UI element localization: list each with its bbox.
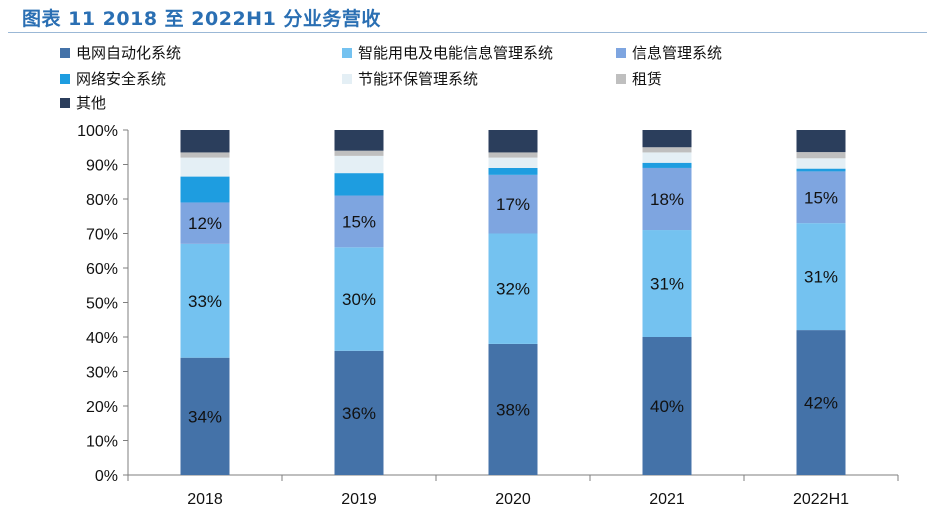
bar-segment bbox=[642, 337, 692, 475]
legend-swatch-5 bbox=[616, 74, 626, 84]
data-label: 31% bbox=[650, 275, 684, 294]
data-label: 15% bbox=[804, 188, 838, 207]
y-tick-label: 80% bbox=[86, 192, 118, 209]
bar-segment bbox=[796, 171, 846, 224]
bar-segment bbox=[180, 243, 230, 358]
y-tick-label: 0% bbox=[95, 468, 118, 485]
y-tick-label: 90% bbox=[86, 158, 118, 175]
bar-segment bbox=[642, 167, 692, 231]
legend-label-2: 信息管理系统 bbox=[632, 44, 722, 62]
bar-segment bbox=[642, 130, 692, 148]
bar-segment bbox=[796, 152, 846, 159]
bar-segment bbox=[796, 168, 846, 172]
legend-label-5: 租赁 bbox=[632, 70, 662, 88]
bar-segment bbox=[180, 357, 230, 475]
y-tick-label: 40% bbox=[86, 330, 118, 347]
bar-segment bbox=[180, 130, 230, 153]
data-label: 36% bbox=[342, 404, 376, 423]
bar-segment bbox=[488, 152, 538, 158]
legend-swatch-1 bbox=[342, 48, 352, 58]
data-label: 34% bbox=[188, 407, 222, 426]
data-label: 32% bbox=[496, 280, 530, 299]
legend-swatch-2 bbox=[616, 48, 626, 58]
data-label: 12% bbox=[188, 214, 222, 233]
bar-segment bbox=[488, 157, 538, 168]
bar-segment bbox=[334, 130, 384, 151]
bar-segment bbox=[488, 167, 538, 175]
bar-segment bbox=[180, 202, 230, 244]
bar-segment bbox=[334, 195, 384, 248]
bar-segment bbox=[334, 247, 384, 351]
legend-label-6: 其他 bbox=[76, 94, 106, 112]
y-tick-label: 100% bbox=[77, 123, 118, 140]
bar-segment bbox=[642, 230, 692, 337]
bar-segment bbox=[796, 223, 846, 331]
bar-segment bbox=[642, 147, 692, 153]
legend-swatch-0 bbox=[60, 48, 70, 58]
bar-segment bbox=[796, 330, 846, 475]
legend-swatch-6 bbox=[60, 98, 70, 108]
bar-segment bbox=[642, 152, 692, 163]
data-label: 31% bbox=[804, 268, 838, 287]
bar-segment bbox=[796, 158, 846, 169]
y-tick-label: 70% bbox=[86, 227, 118, 244]
y-tick-label: 50% bbox=[86, 296, 118, 313]
bar-segment bbox=[334, 173, 384, 196]
bar-segment bbox=[334, 350, 384, 475]
data-label: 30% bbox=[342, 290, 376, 309]
bar-segment bbox=[488, 130, 538, 153]
x-tick-label: 2020 bbox=[495, 491, 531, 506]
x-tick-label: 2022H1 bbox=[793, 491, 849, 506]
legend-swatch-3 bbox=[60, 74, 70, 84]
x-tick-label: 2021 bbox=[649, 491, 685, 506]
bar-segment bbox=[180, 176, 230, 203]
y-tick-label: 60% bbox=[86, 261, 118, 278]
bar-segment bbox=[180, 157, 230, 177]
data-label: 18% bbox=[650, 190, 684, 209]
data-label: 17% bbox=[496, 195, 530, 214]
legend-label-3: 网络安全系统 bbox=[76, 70, 166, 88]
y-tick-label: 10% bbox=[86, 434, 118, 451]
x-tick-label: 2019 bbox=[341, 491, 377, 506]
legend-label-1: 智能用电及电能信息管理系统 bbox=[358, 44, 553, 62]
y-tick-label: 30% bbox=[86, 365, 118, 382]
data-label: 40% bbox=[650, 397, 684, 416]
data-label: 38% bbox=[496, 400, 530, 419]
bar-segment bbox=[642, 162, 692, 168]
data-label: 15% bbox=[342, 212, 376, 231]
bar-segment bbox=[488, 174, 538, 234]
data-label: 33% bbox=[188, 292, 222, 311]
bar-segment bbox=[180, 152, 230, 158]
bar-segment bbox=[334, 155, 384, 174]
legend-swatch-4 bbox=[342, 74, 352, 84]
x-tick-label: 2018 bbox=[187, 491, 223, 506]
bar-segment bbox=[488, 343, 538, 475]
bar-segment bbox=[796, 130, 846, 153]
y-tick-label: 20% bbox=[86, 399, 118, 416]
legend-label-0: 电网自动化系统 bbox=[76, 44, 181, 62]
data-label: 42% bbox=[804, 394, 838, 413]
figure-title: 图表 11 2018 至 2022H1 分业务营收 bbox=[22, 8, 381, 30]
bar-segment bbox=[488, 233, 538, 344]
legend-label-4: 节能环保管理系统 bbox=[358, 70, 478, 88]
bar-segment bbox=[334, 150, 384, 156]
title-divider bbox=[8, 32, 927, 33]
